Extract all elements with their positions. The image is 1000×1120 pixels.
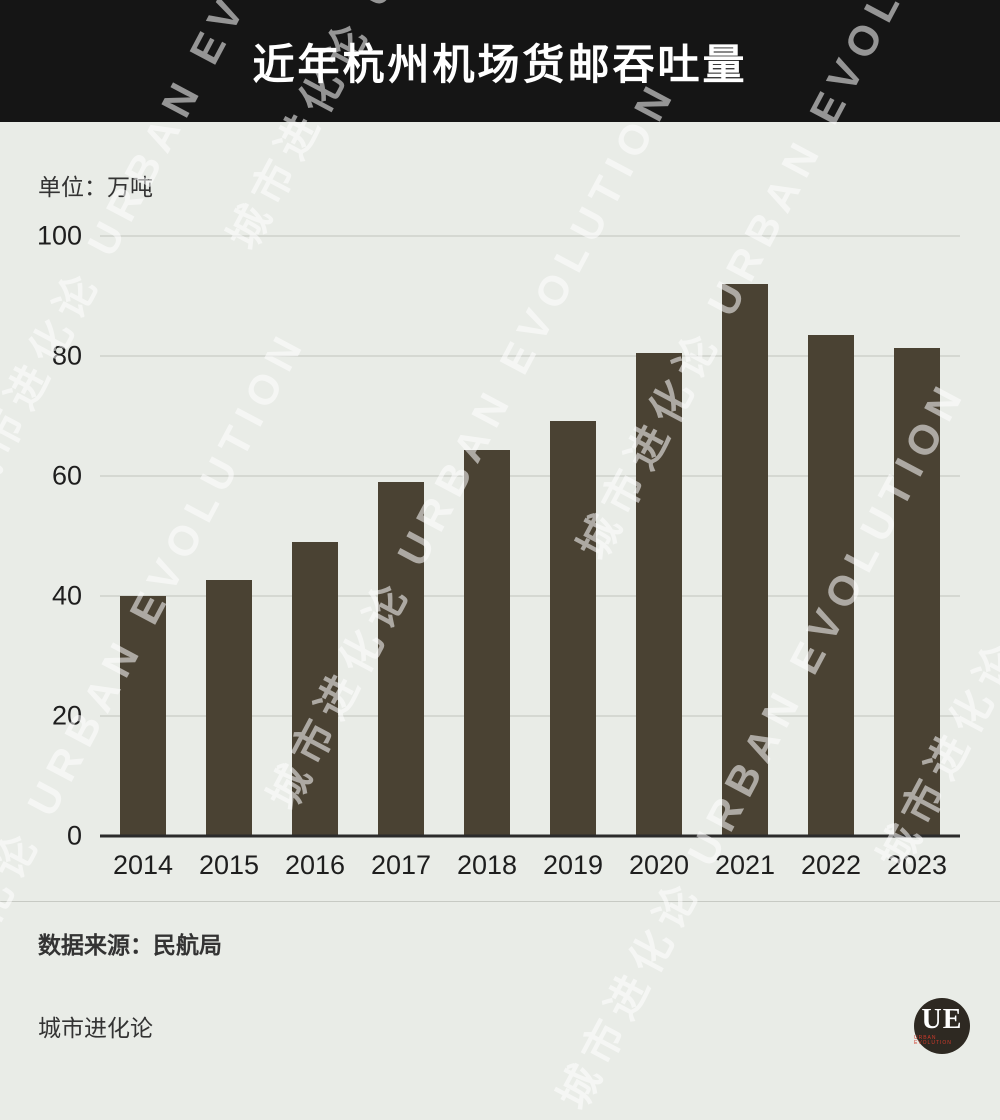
x-tick-label: 2020 (628, 850, 690, 880)
y-tick-label: 40 (51, 580, 82, 611)
bar-2018 (464, 450, 510, 836)
bar-2021 (722, 284, 768, 836)
bar-column (530, 236, 616, 836)
bar-2017 (378, 482, 424, 836)
bar-2015 (206, 580, 252, 836)
x-tick-label: 2017 (370, 850, 432, 880)
x-axis-line (100, 834, 960, 838)
x-tick-label: 2023 (886, 850, 948, 880)
brand-row: 城市进化论 UE URBAN EVOLUTION (0, 960, 1000, 1054)
x-tick-label: 2015 (198, 850, 260, 880)
bar-column (702, 236, 788, 836)
y-tick-label: 80 (51, 340, 82, 371)
y-tick-label: 60 (51, 460, 82, 491)
x-tick-label: 2019 (542, 850, 604, 880)
ue-logo: UE URBAN EVOLUTION (914, 998, 970, 1054)
bar-2020 (636, 353, 682, 836)
y-tick-label: 20 (51, 700, 82, 731)
brand-name: 城市进化论 (38, 1015, 153, 1041)
unit-label: 单位：万吨 (38, 174, 153, 200)
plot-area: 0 20 40 60 80 100 (37, 222, 960, 849)
gridline (100, 595, 960, 597)
gridline (100, 715, 960, 717)
y-tick-label: 100 (36, 220, 82, 251)
bar-column (358, 236, 444, 836)
bar-2023 (894, 348, 940, 836)
bar-column (874, 236, 960, 836)
bar-2016 (292, 542, 338, 836)
x-tick-label: 2018 (456, 850, 518, 880)
x-tick-label: 2014 (112, 850, 174, 880)
gridline (100, 355, 960, 357)
gridline (100, 235, 960, 237)
x-tick-label: 2022 (800, 850, 862, 880)
gridline (100, 475, 960, 477)
bar-column (272, 236, 358, 836)
bar-column (444, 236, 530, 836)
bar-column (186, 236, 272, 836)
bar-2019 (550, 420, 596, 836)
bar-column (616, 236, 702, 836)
bar-column (100, 236, 186, 836)
y-tick-label: 0 (66, 820, 82, 851)
footer-divider (0, 901, 1000, 902)
ue-logo-subtext: URBAN EVOLUTION (914, 1035, 952, 1046)
bars (100, 236, 960, 836)
page-title: 近年杭州机场货邮吞吐量 (252, 40, 748, 88)
data-source-label: 数据来源：民航局 (38, 932, 222, 958)
ue-logo-text: UE (921, 1004, 963, 1035)
bar-2022 (808, 335, 854, 836)
chart: 0 20 40 60 80 100 2014 2015 2016 2017 2018 2019 202… (0, 222, 1000, 881)
x-tick-label: 2016 (284, 850, 346, 880)
header-bar: 近年杭州机场货邮吞吐量 (0, 0, 1000, 122)
x-labels: 2014 2015 2016 2017 2018 2019 2020 2021 2022 2023 (100, 850, 960, 881)
bar-2014 (120, 596, 166, 836)
x-tick-label: 2021 (714, 850, 776, 880)
bar-column (788, 236, 874, 836)
